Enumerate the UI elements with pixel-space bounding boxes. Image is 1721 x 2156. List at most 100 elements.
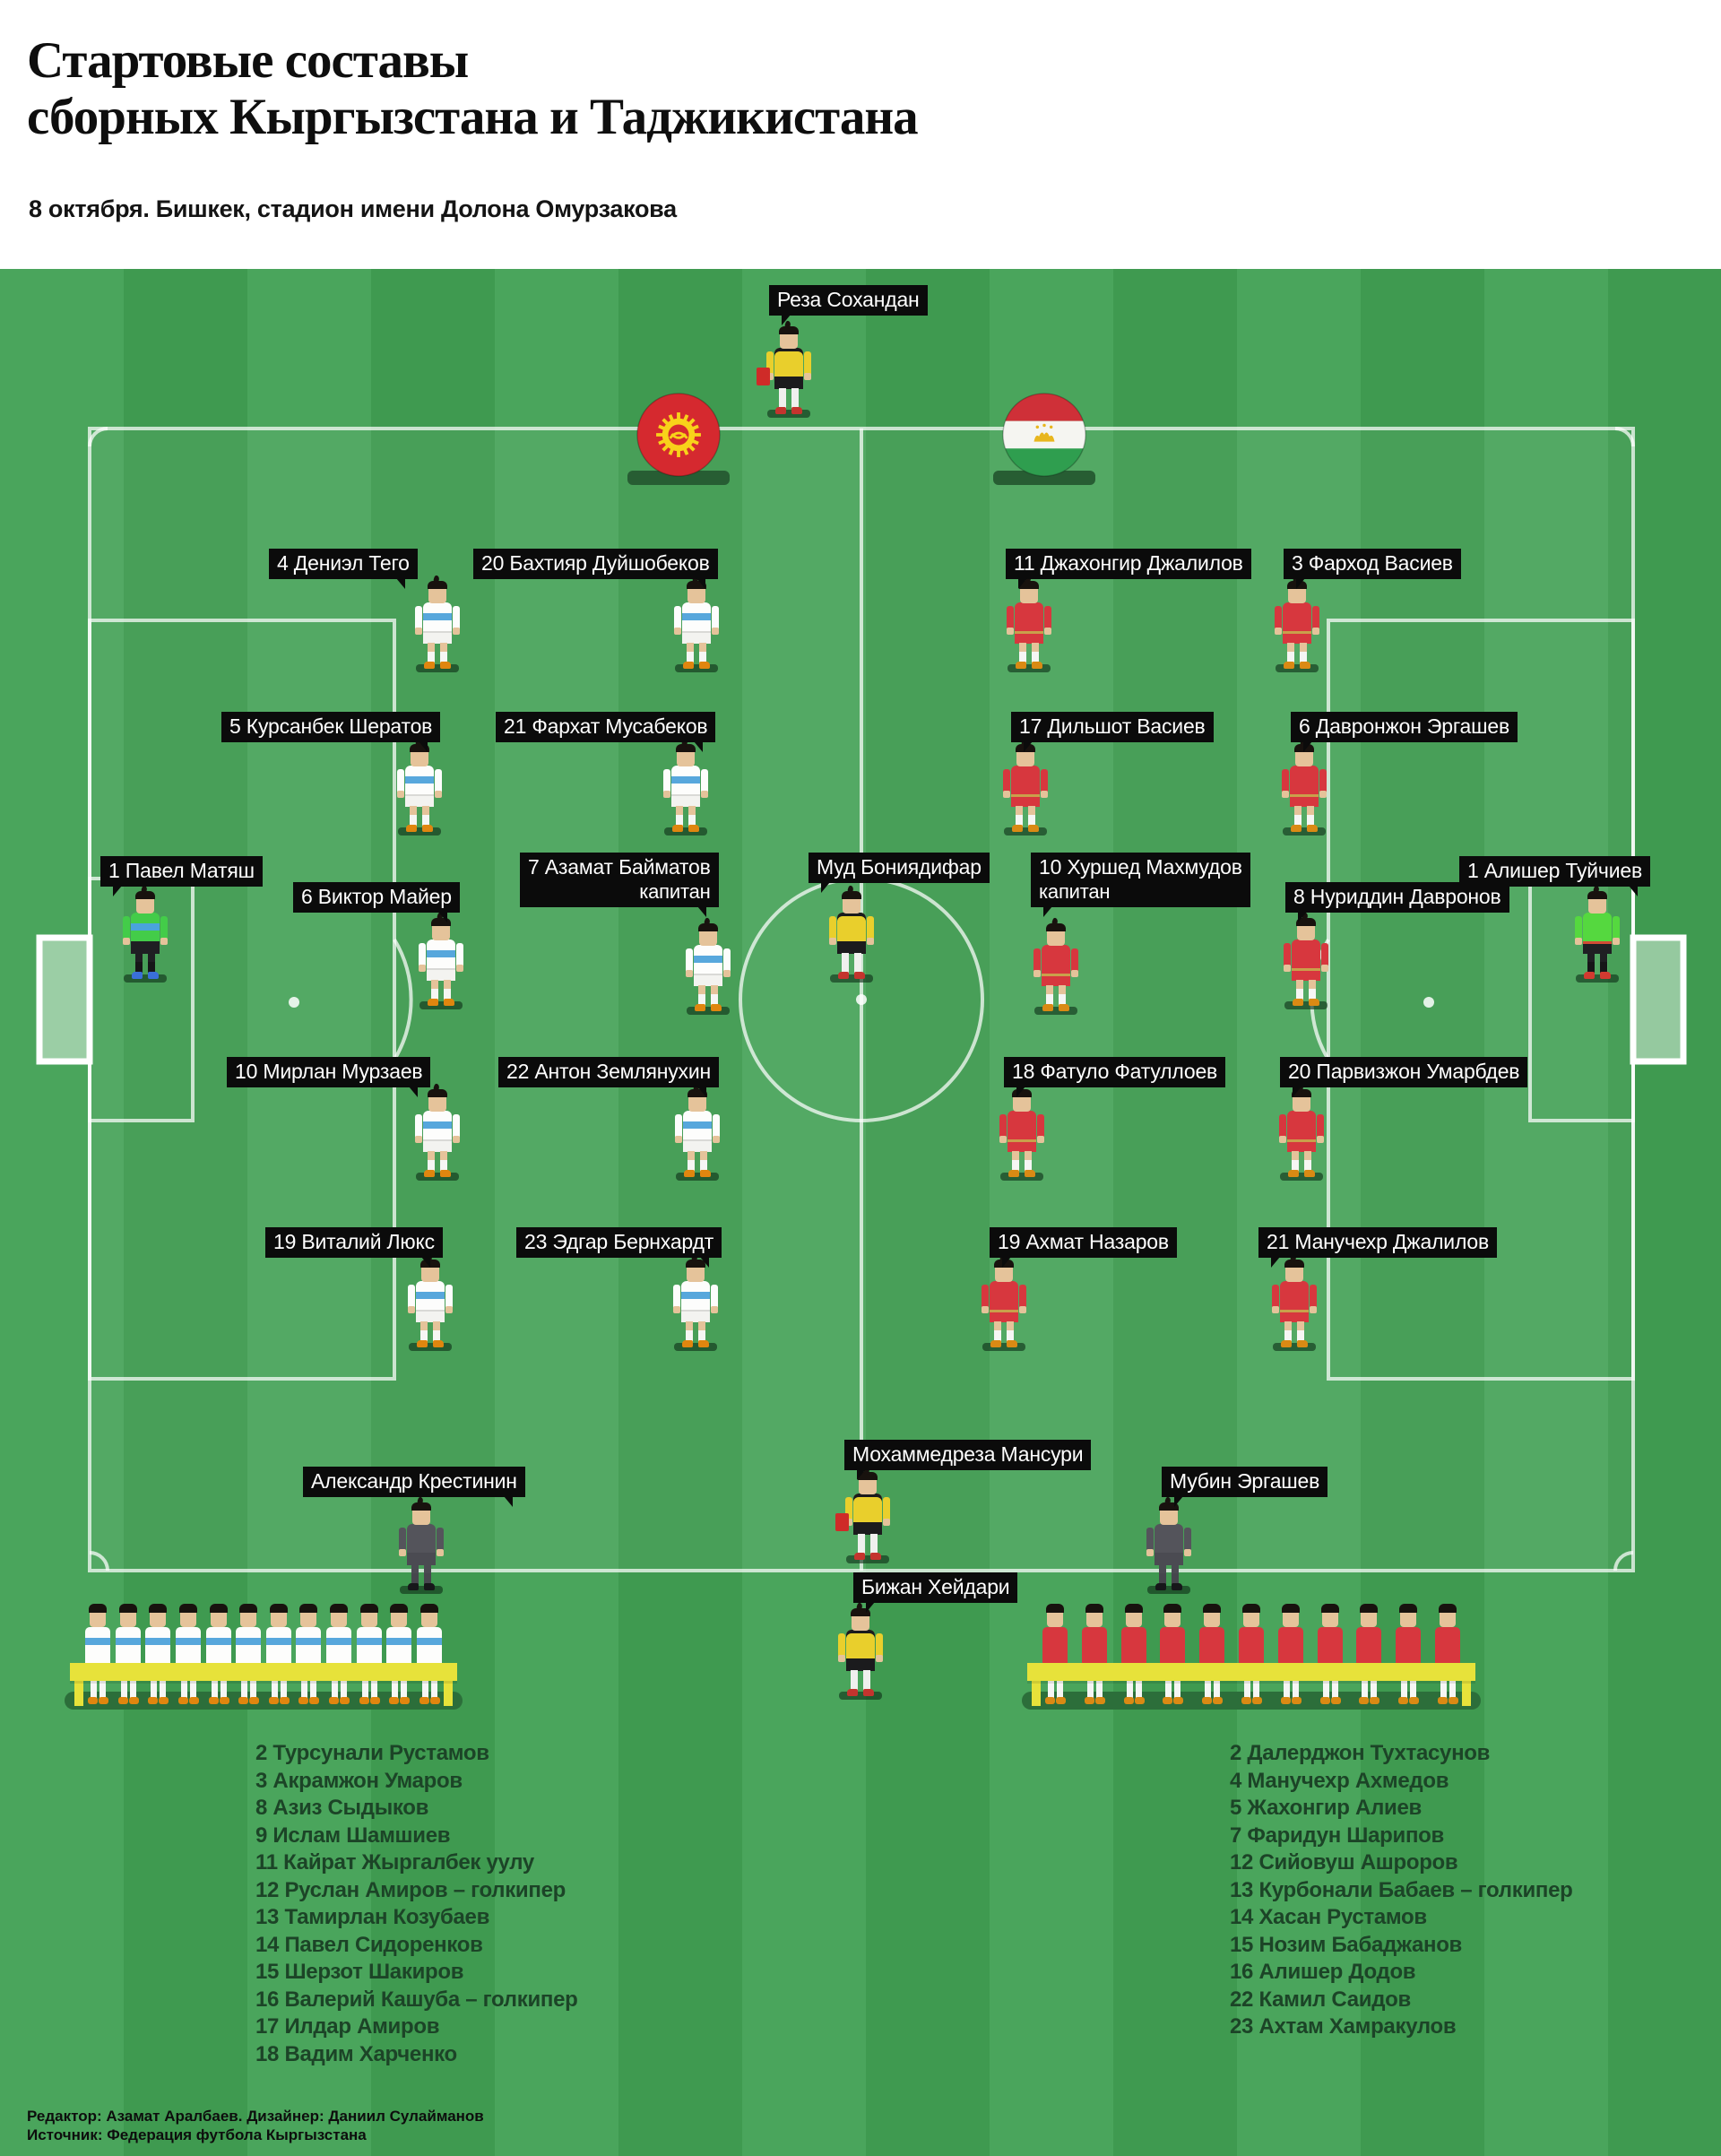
page-title: Стартовые составы сборных Кыргызстана и … xyxy=(27,32,919,145)
coach-label: Александр Крестинин xyxy=(303,1467,525,1507)
referee-label: Реза Сохандан xyxy=(769,285,928,325)
player-figure xyxy=(1281,916,1331,1009)
corner-arc xyxy=(1613,1551,1634,1572)
player-figure xyxy=(416,916,466,1009)
player-label: 11 Джахонгир Джалилов xyxy=(1006,549,1251,589)
player-label: 6 Виктор Майер xyxy=(293,882,460,922)
tajikistan-bench xyxy=(1022,1604,1481,1711)
substitute-row: 23 Ахтам Хамракулов xyxy=(1230,2014,1457,2039)
header: Стартовые составы сборных Кыргызстана и … xyxy=(0,0,1721,269)
player-label: 17 Дильшот Васиев xyxy=(1011,712,1214,752)
kyrgyzstan-bench xyxy=(65,1604,463,1711)
substitute-row: 7 Фаридун Шарипов xyxy=(1230,1823,1444,1848)
substitute-row: 9 Ислам Шамшиев xyxy=(255,1823,451,1848)
bench-player-figure xyxy=(84,1604,111,1710)
player-figure xyxy=(670,1258,721,1351)
bench-seat xyxy=(70,1663,457,1681)
corner-arc xyxy=(89,1551,109,1572)
substitute-row: 17 Илдар Амиров xyxy=(255,2014,440,2039)
reserve-referee-figure xyxy=(835,1606,886,1700)
player-figure xyxy=(412,1087,463,1181)
player-figure xyxy=(1269,1258,1319,1351)
bench-player-figure xyxy=(115,1604,142,1710)
bench-player-figure xyxy=(1355,1604,1382,1710)
player-figure xyxy=(394,742,445,836)
substitute-row: 18 Вадим Харченко xyxy=(255,2041,457,2066)
player-label: 22 Антон Землянухин xyxy=(498,1057,719,1097)
player-label: 3 Фарход Васиев xyxy=(1284,549,1461,589)
credits-source: Источник: Федерация футбола Кыргызстана xyxy=(27,2126,367,2143)
substitute-row: 14 Хасан Рустамов xyxy=(1230,1905,1427,1929)
player-figure xyxy=(683,922,733,1015)
player-figure xyxy=(1031,922,1081,1015)
coach-figure xyxy=(396,1501,446,1594)
goal-left xyxy=(36,934,93,1065)
player-label: 21 Фархат Мусабеков xyxy=(496,712,716,752)
kyrgyzstan-flag-stand xyxy=(627,471,730,485)
bench-player-figure xyxy=(144,1604,171,1710)
bench-player-figure xyxy=(1238,1604,1265,1710)
assistant-referee-label: Муд Бониядифар xyxy=(809,853,990,893)
bench-player-figure xyxy=(235,1604,262,1710)
bench-seat xyxy=(1027,1663,1475,1681)
bench-leg xyxy=(444,1679,453,1706)
substitute-row: 12 Руслан Амиров – голкипер xyxy=(255,1877,566,1902)
player-label: 20 Бахтияр Дуйшобеков xyxy=(473,549,718,589)
bench-player-figure xyxy=(1198,1604,1225,1710)
player-label: 8 Нуриддин Давронов xyxy=(1285,882,1509,922)
player-figure xyxy=(661,742,711,836)
captain-label: 7 Азамат Байматов капитан xyxy=(520,853,719,917)
credits-editor-designer: Редактор: Азамат Аралбаев. Дизайнер: Дан… xyxy=(27,2108,484,2125)
substitute-row: 14 Павел Сидоренков xyxy=(255,1932,483,1957)
player-figure xyxy=(405,1258,455,1351)
substitute-row: 3 Акрамжон Умаров xyxy=(255,1768,463,1793)
goal-right xyxy=(1630,934,1687,1065)
captain-role: капитан xyxy=(639,880,711,903)
substitute-row: 2 Турсунали Рустамов xyxy=(255,1741,489,1765)
substitute-row: 16 Алишер Додов xyxy=(1230,1960,1416,1984)
player-label: 10 Мирлан Мурзаев xyxy=(227,1057,431,1097)
bench-player-figure xyxy=(1120,1604,1147,1710)
bench-player-figure xyxy=(385,1604,412,1710)
kyrgyzstan-flag-icon xyxy=(636,393,721,477)
substitute-row: 22 Камил Саидов xyxy=(1230,1987,1411,2012)
bench-player-figure xyxy=(325,1604,352,1710)
center-spot xyxy=(856,994,867,1005)
kyrgyzstan-substitutes-list: 2 Турсунали Рустамов 3 Акрамжон Умаров 8 А… xyxy=(255,1740,578,2068)
substitute-row: 8 Азиз Сыдыков xyxy=(255,1796,429,1820)
player-figure xyxy=(1004,579,1054,672)
substitute-row: 15 Нозим Бабаджанов xyxy=(1230,1932,1463,1957)
player-label: 18 Фатуло Фатуллоев xyxy=(1004,1057,1226,1097)
bench-player-figure xyxy=(265,1604,292,1710)
player-label: 5 Курсанбек Шератов xyxy=(221,712,441,752)
title-line2: сборных Кыргызстана и Таджикистана xyxy=(27,89,919,145)
player-figure xyxy=(997,1087,1047,1181)
bench-player-figure xyxy=(416,1604,443,1710)
tajikistan-substitutes-list: 2 Далерджон Тухтасунов 4 Манучехр Ахмедов… xyxy=(1230,1740,1573,2041)
substitute-row: 16 Валерий Кашуба – голкипер xyxy=(255,1987,578,2012)
player-label: 19 Виталий Люкс xyxy=(265,1227,443,1268)
bench-player-figure xyxy=(295,1604,322,1710)
fourth-official-figure xyxy=(835,1470,893,1563)
substitute-row: 2 Далерджон Тухтасунов xyxy=(1230,1741,1491,1765)
coach-label: Мубин Эргашев xyxy=(1162,1467,1328,1507)
football-field: Реза Сохандан Муд Бониядифар Мохаммедрез… xyxy=(0,269,1721,2156)
bench-player-figure xyxy=(356,1604,383,1710)
bench-player-figure xyxy=(175,1604,202,1710)
bench-leg xyxy=(1462,1679,1471,1706)
captain-name: 10 Хуршед Махмудов xyxy=(1039,855,1242,879)
substitute-row: 12 Сийовуш Ашроров xyxy=(1230,1850,1458,1875)
corner-arc xyxy=(1614,427,1635,447)
player-label: 19 Ахмат Назаров xyxy=(990,1227,1177,1268)
player-figure xyxy=(671,579,722,672)
tajikistan-flag-icon xyxy=(1002,393,1086,477)
substitute-row: 15 Шерзот Шакиров xyxy=(255,1960,464,1984)
penalty-spot-left xyxy=(289,997,299,1008)
player-figure xyxy=(1279,742,1329,836)
coach-figure xyxy=(1144,1501,1194,1594)
reserve-referee-label: Бижан Хейдари xyxy=(853,1572,1018,1613)
goalkeeper-label: 1 Алишер Туйчиев xyxy=(1459,856,1650,896)
bench-player-figure xyxy=(1081,1604,1108,1710)
